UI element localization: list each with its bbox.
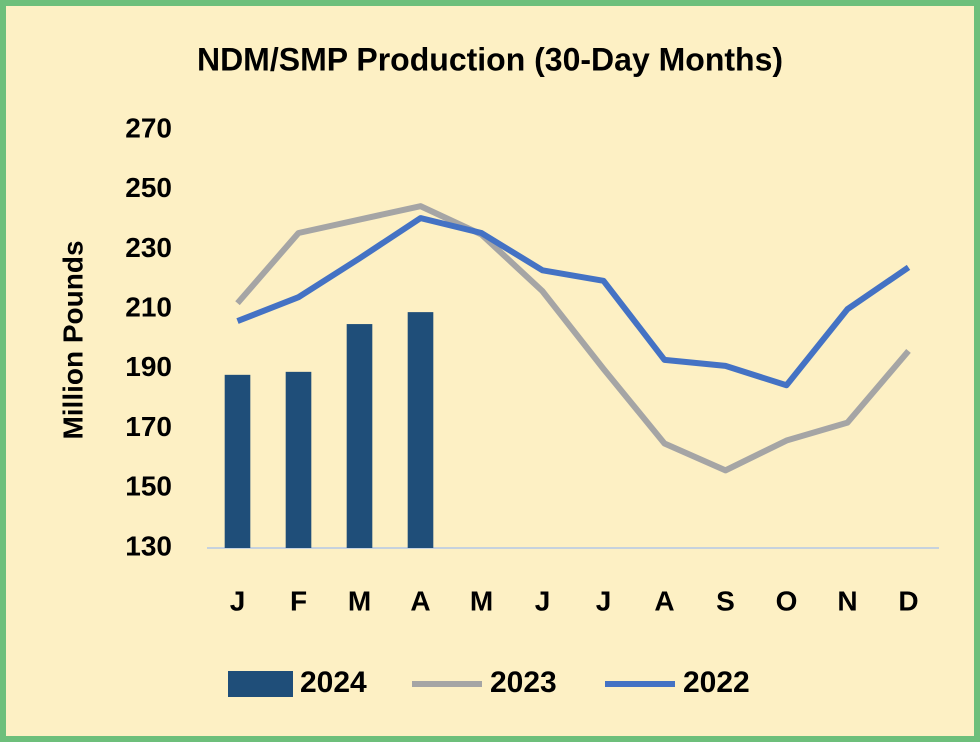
x-tick-label: J bbox=[596, 585, 612, 616]
y-tick-label: 150 bbox=[125, 471, 172, 502]
legend-swatch bbox=[228, 671, 293, 697]
x-tick-label: M bbox=[348, 585, 371, 616]
y-tick-label: 230 bbox=[125, 232, 172, 263]
bar bbox=[346, 324, 373, 548]
y-tick-label: 190 bbox=[125, 351, 172, 382]
legend-label: 2024 bbox=[300, 666, 367, 699]
line bbox=[236, 215, 911, 389]
bar bbox=[224, 374, 251, 548]
bar bbox=[407, 312, 434, 548]
y-tick-label: 170 bbox=[125, 411, 172, 442]
y-tick-label: 130 bbox=[125, 530, 172, 561]
bar bbox=[285, 371, 312, 548]
y-tick-label: 250 bbox=[125, 172, 172, 203]
x-tick-label: A bbox=[654, 585, 674, 616]
x-tick-label: F bbox=[290, 585, 307, 616]
legend-label: 2023 bbox=[490, 666, 557, 699]
legend-label: 2022 bbox=[683, 666, 750, 699]
y-tick-label: 270 bbox=[125, 112, 172, 143]
x-tick-label: D bbox=[898, 585, 918, 616]
x-tick-label: N bbox=[837, 585, 857, 616]
x-tick-label: S bbox=[716, 585, 735, 616]
y-axis-label: Million Pounds bbox=[57, 240, 88, 439]
x-tick-label: M bbox=[470, 585, 493, 616]
y-tick-label: 210 bbox=[125, 292, 172, 323]
line bbox=[235, 203, 911, 474]
x-tick-label: A bbox=[410, 585, 430, 616]
x-tick-label: O bbox=[776, 585, 798, 616]
x-tick-label: J bbox=[230, 585, 246, 616]
x-tick-label: J bbox=[535, 585, 551, 616]
chart-title: NDM/SMP Production (30-Day Months) bbox=[197, 41, 783, 77]
